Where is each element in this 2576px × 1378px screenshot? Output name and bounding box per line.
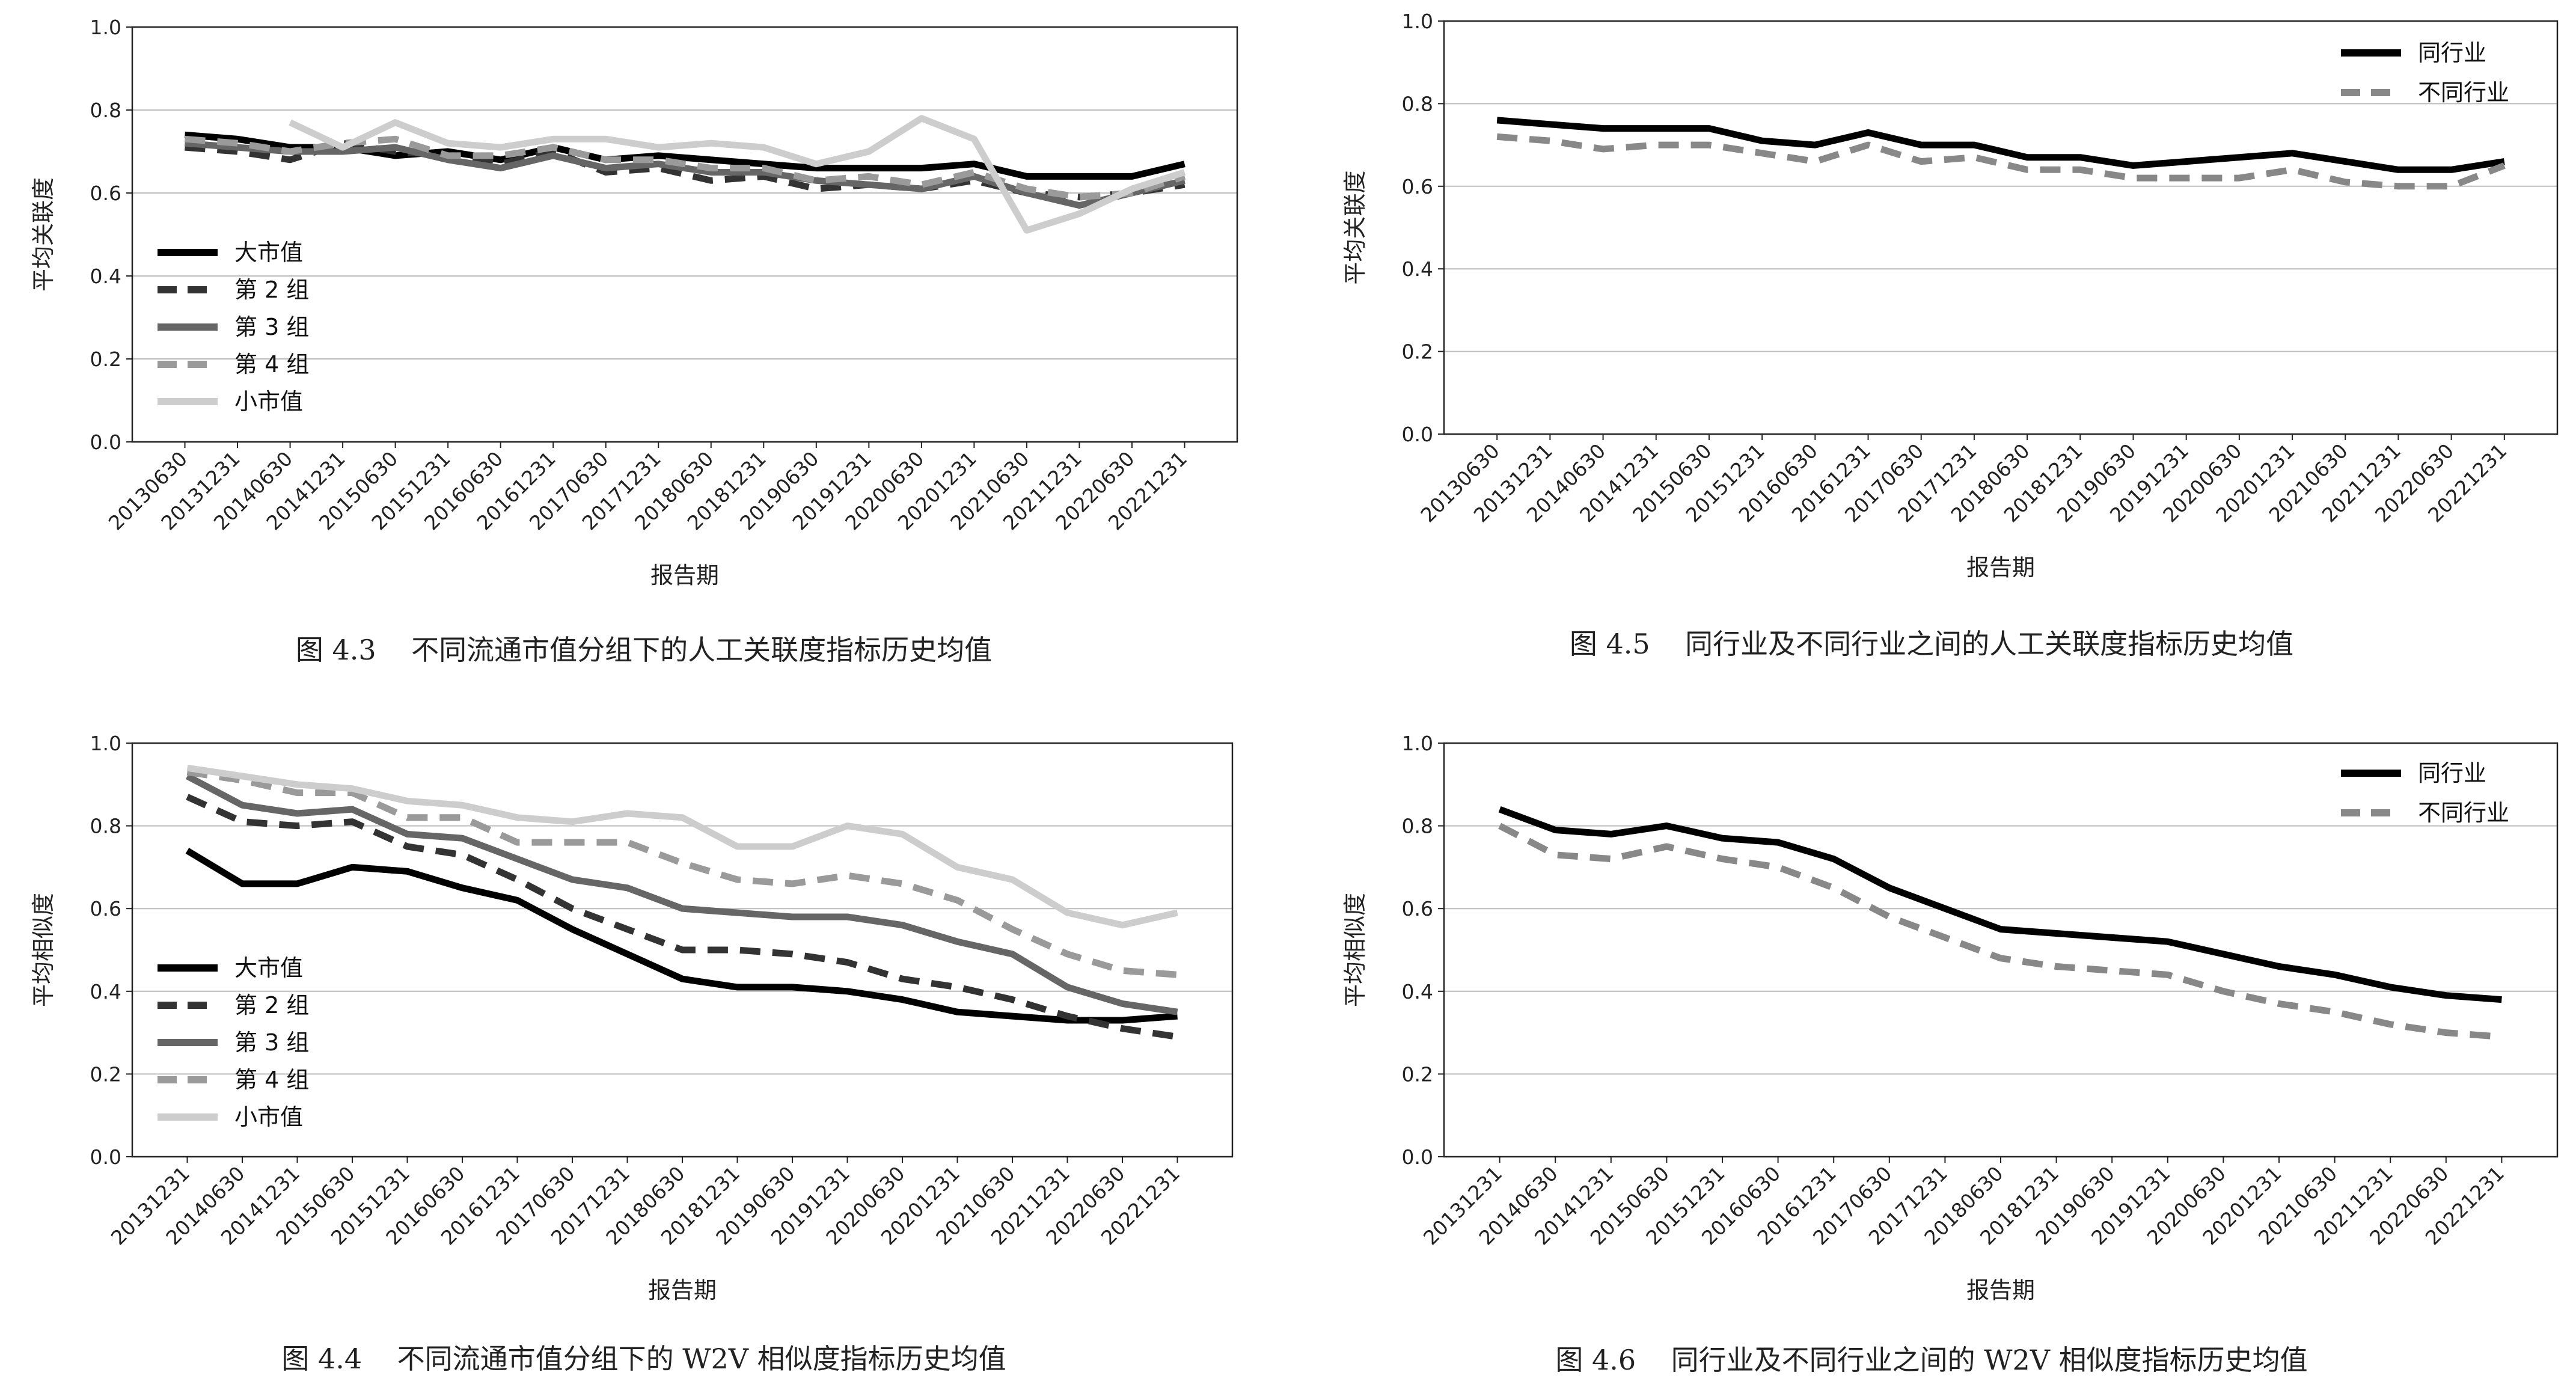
- y-tick-label: 0.6: [1402, 897, 1433, 920]
- y-axis-label: 平均相似度: [1342, 893, 1368, 1007]
- legend-label: 不同行业: [2418, 79, 2509, 106]
- legend-label: 第 2 组: [234, 277, 309, 303]
- plot-frame: [1443, 20, 2559, 435]
- y-tick-label: 0.6: [1402, 175, 1433, 198]
- y-tick-label: 0.2: [90, 1062, 121, 1086]
- legend-label: 第 2 组: [234, 992, 309, 1018]
- figure-4-6-panel: 0.0 0.2 0.4 0.6 0.8 1.0 20131231 20140630 201412…: [1288, 689, 2575, 1377]
- legend-label: 第 3 组: [234, 1029, 309, 1056]
- y-tick-label: 0.8: [90, 815, 121, 838]
- series-line-5: [186, 764, 1178, 929]
- y-tick-label: 0.2: [90, 348, 121, 371]
- figure-4-3-chart: 0.00.20.40.60.81.02013063020131231201406…: [30, 16, 1238, 589]
- x-axis-label: 报告期: [1966, 554, 2035, 581]
- y-axis-label: 平均关联度: [30, 177, 57, 292]
- y-tick-label: 0.8: [90, 99, 121, 122]
- legend-label: 小市值: [234, 1104, 303, 1130]
- figure-4-3-panel: 0.0 0.2 0.4 0.6 0.8 1.0 20130630 20131231 201406…: [0, 0, 1288, 688]
- legend-label: 大市值: [234, 239, 303, 266]
- y-tick-label: 0.4: [1402, 257, 1433, 281]
- y-tick-label: 0.8: [1402, 92, 1433, 115]
- x-axis-label: 报告期: [1966, 1277, 2035, 1303]
- figure-4-3-caption: 图 4.3 不同流通市值分组下的人工关联度指标历史均值: [295, 634, 993, 666]
- y-tick-label: 0.0: [1402, 1145, 1433, 1169]
- y-tick-label: 0.0: [1402, 423, 1433, 446]
- y-tick-label: 0.4: [90, 980, 121, 1003]
- series-line-3: [185, 773, 1178, 1015]
- legend-label: 小市值: [234, 388, 303, 415]
- x-axis-label: 报告期: [648, 1277, 717, 1303]
- y-tick-label: 0.2: [1402, 340, 1433, 364]
- legend-label: 同行业: [2418, 40, 2486, 66]
- figure-4-4-caption: 图 4.4 不同流通市值分组下的 W2V 相似度指标历史均值: [281, 1343, 1006, 1375]
- y-tick-label: 0.2: [1402, 1062, 1433, 1086]
- y-tick-label: 0.8: [1402, 815, 1433, 838]
- plot-frame: [131, 26, 1238, 443]
- y-tick-label: 1.0: [90, 732, 121, 755]
- y-axis-label: 平均相似度: [30, 893, 57, 1007]
- figure-4-5-caption: 图 4.5 同行业及不同行业之间的人工关联度指标历史均值: [1569, 628, 2294, 660]
- plot-frame: [1443, 742, 2559, 1158]
- figure-4-6-caption: 图 4.6 同行业及不同行业之间的 W2V 相似度指标历史均值: [1555, 1344, 2308, 1376]
- figure-4-4-chart: 0.00.20.40.60.81.02013123120140630201412…: [30, 732, 1234, 1303]
- series-line-4: [186, 768, 1178, 978]
- series-line-1: [185, 848, 1178, 1024]
- series-line-1: [1498, 806, 2502, 1003]
- y-tick-label: 0.0: [90, 1145, 121, 1169]
- legend-label: 大市值: [234, 955, 303, 981]
- legend-label: 第 3 组: [234, 314, 309, 340]
- series-line-2: [1496, 133, 2506, 190]
- y-axis-label: 平均关联度: [1342, 170, 1368, 284]
- y-tick-label: 0.4: [90, 265, 121, 288]
- y-tick-label: 0.4: [1402, 980, 1433, 1003]
- legend-label: 不同行业: [2418, 800, 2509, 826]
- legend-label: 第 4 组: [234, 351, 309, 378]
- series-line-3: [185, 139, 1186, 209]
- y-tick-label: 0.0: [90, 430, 121, 454]
- figure-4-6-chart: 0.00.20.40.60.81.02013123120140630201412…: [1342, 732, 2559, 1303]
- series-line-1: [1496, 117, 2505, 173]
- y-tick-label: 1.0: [1402, 10, 1433, 33]
- figure-4-5-panel: 0.0 0.2 0.4 0.6 0.8 1.0 20130630 20131231 201406…: [1288, 0, 2575, 688]
- series-line-2: [186, 794, 1178, 1040]
- figure-4-5-chart: 0.00.20.40.60.81.02013063020131231201406…: [1342, 10, 2559, 581]
- legend-label: 第 4 组: [234, 1067, 309, 1093]
- series-line-2: [1498, 822, 2502, 1040]
- legend-label: 同行业: [2418, 760, 2486, 786]
- y-tick-label: 0.6: [90, 182, 121, 205]
- x-axis-label: 报告期: [650, 562, 719, 589]
- series-line-5: [289, 115, 1186, 234]
- y-tick-label: 1.0: [1402, 732, 1433, 755]
- y-tick-label: 0.6: [90, 897, 121, 920]
- y-tick-label: 1.0: [90, 16, 121, 39]
- figure-4-4-panel: 0.0 0.2 0.4 0.6 0.8 1.0 20131231 20140630 201412…: [0, 689, 1288, 1377]
